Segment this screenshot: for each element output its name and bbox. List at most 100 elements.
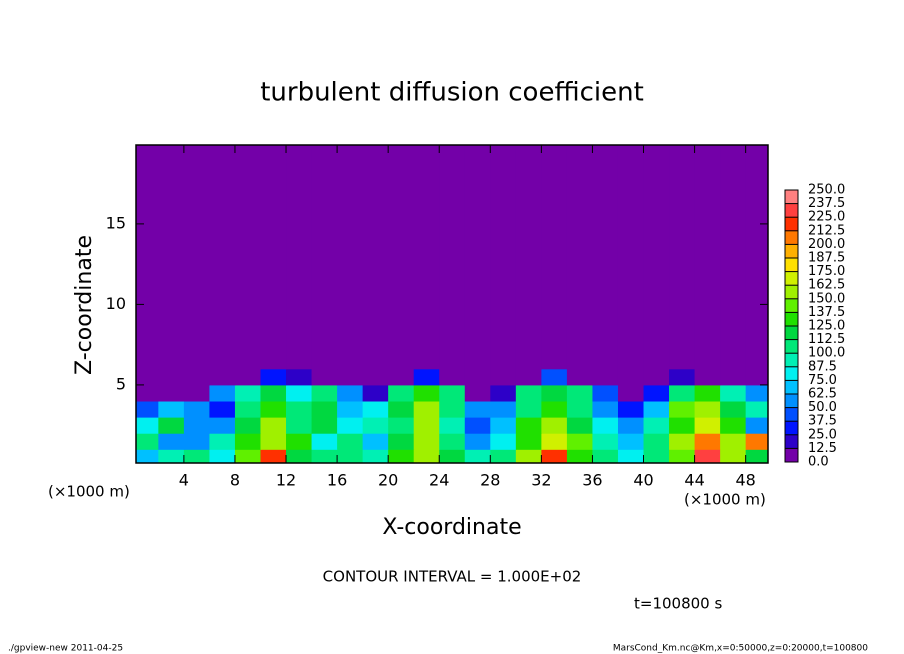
cell <box>362 368 389 386</box>
y-axis-label: Z-coordinate <box>72 235 97 375</box>
cell <box>136 145 159 370</box>
cell <box>490 417 517 434</box>
cell <box>694 384 721 402</box>
cell <box>720 401 747 418</box>
cell <box>592 401 619 418</box>
cell <box>541 401 568 418</box>
cell <box>515 433 542 450</box>
colorbar-swatch <box>785 258 798 272</box>
cell <box>566 449 593 464</box>
time-label: t=100800 s <box>634 595 722 613</box>
cell <box>694 449 721 464</box>
cell <box>260 368 287 386</box>
cell <box>337 433 364 450</box>
colorbar-label: 50.0 <box>808 400 837 415</box>
cell <box>136 384 159 402</box>
cell <box>183 401 210 418</box>
cell <box>490 449 517 464</box>
cell <box>464 449 491 464</box>
y-tick-label: 15 <box>106 213 126 232</box>
cell <box>720 449 747 464</box>
cell <box>388 384 415 402</box>
cell <box>439 433 466 450</box>
cell <box>234 417 261 434</box>
cell <box>720 417 747 434</box>
cell <box>745 368 769 386</box>
cell <box>209 449 236 464</box>
cell <box>158 417 185 434</box>
colorbar-swatch <box>785 230 798 245</box>
cell <box>541 417 568 434</box>
cell <box>439 449 466 464</box>
colorbar-label: 150.0 <box>808 291 845 306</box>
cell <box>541 384 568 402</box>
cell <box>337 449 364 464</box>
cell <box>183 417 210 434</box>
cell <box>209 384 236 402</box>
cell <box>439 401 466 418</box>
cell <box>158 449 185 464</box>
colorbar-label: 200.0 <box>808 237 845 252</box>
cell <box>720 384 747 402</box>
chart-title: turbulent diffusion coefficient <box>260 78 644 108</box>
cell <box>669 145 696 370</box>
colorbar-swatch <box>785 271 798 286</box>
cell <box>643 417 670 434</box>
cell <box>234 449 261 464</box>
cell <box>388 368 415 386</box>
cell <box>592 145 619 370</box>
cell <box>136 401 159 418</box>
cell <box>490 433 517 450</box>
x-tick-label: 16 <box>327 471 347 490</box>
cell <box>311 417 338 434</box>
cell <box>643 145 670 370</box>
cell <box>286 145 313 370</box>
cell <box>566 401 593 418</box>
cell <box>515 384 542 402</box>
cell <box>643 384 670 402</box>
colorbar-swatch <box>785 366 798 381</box>
cell <box>592 449 619 464</box>
colorbar-label: 175.0 <box>808 264 845 279</box>
cell <box>260 145 287 370</box>
cell <box>745 384 769 402</box>
cell <box>209 368 236 386</box>
colorbar-swatch <box>785 407 798 422</box>
cell <box>286 433 313 450</box>
cell <box>566 368 593 386</box>
cell <box>388 417 415 434</box>
cell <box>136 368 159 386</box>
cell <box>745 145 769 370</box>
cell <box>286 384 313 402</box>
cell <box>617 433 645 450</box>
cell <box>286 417 313 434</box>
cell <box>183 449 210 464</box>
y-tick-label: 5 <box>116 374 126 393</box>
colorbar-label: 25.0 <box>808 427 837 442</box>
cell <box>439 145 466 370</box>
cell <box>490 145 517 370</box>
colorbar-swatch <box>785 244 798 258</box>
cell <box>209 417 236 434</box>
cell <box>720 368 747 386</box>
cell <box>388 401 415 418</box>
cell <box>643 433 670 450</box>
cell <box>515 368 542 386</box>
cell <box>362 384 389 402</box>
cell <box>286 401 313 418</box>
cell <box>745 433 769 450</box>
cell <box>515 417 542 434</box>
cell <box>464 368 491 386</box>
cell <box>311 145 338 370</box>
cell <box>183 368 210 386</box>
cell <box>158 145 185 370</box>
x-tick-label: 32 <box>531 471 551 490</box>
colorbar-label: 12.5 <box>808 441 837 456</box>
cell <box>337 401 364 418</box>
colorbar-swatch <box>785 448 798 462</box>
cell <box>209 401 236 418</box>
x-axis-label: X-coordinate <box>382 515 521 540</box>
cell <box>260 384 287 402</box>
cell <box>464 384 491 402</box>
x-tick-label: 36 <box>582 471 602 490</box>
